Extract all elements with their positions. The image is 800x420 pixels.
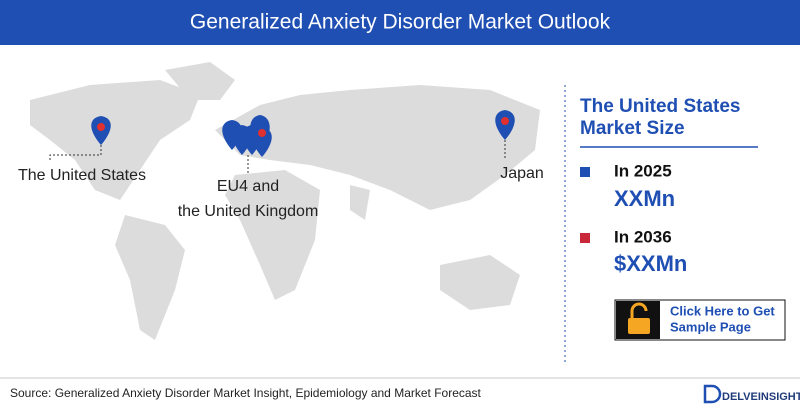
- label-japan: Japan: [500, 165, 544, 182]
- button-text[interactable]: Sample Page: [670, 319, 751, 334]
- item-value: XXMn: [614, 186, 675, 211]
- pins: [91, 110, 515, 157]
- leader-lines: [49, 140, 506, 175]
- item-value: $XXMn: [614, 251, 687, 276]
- bullet: [580, 233, 590, 243]
- header-title: Generalized Anxiety Disorder Market Outl…: [190, 11, 611, 34]
- label-us: The United States: [18, 167, 146, 184]
- pin-eu: [252, 127, 272, 157]
- lock-icon: [628, 318, 650, 334]
- item-year: In 2025: [614, 161, 672, 180]
- pin-dot: [258, 129, 266, 137]
- panel-title: Market Size: [580, 118, 685, 139]
- sample-button[interactable]: Click Here to Get Sample Page: [614, 299, 786, 341]
- button-text[interactable]: Click Here to Get: [670, 303, 775, 318]
- pin-dot: [97, 123, 105, 131]
- pin-dot: [501, 117, 509, 125]
- logo-mark: [703, 384, 722, 404]
- header-bar: [0, 0, 800, 45]
- footer-logo: DELVEINSIGHT: [722, 391, 800, 403]
- item-year: In 2036: [614, 227, 672, 246]
- panel-title: The United States: [580, 96, 740, 117]
- label-eu: the United Kingdom: [178, 203, 319, 220]
- bullet: [580, 167, 590, 177]
- label-eu: EU4 and: [217, 178, 279, 195]
- world-map: [30, 62, 540, 340]
- footer-source: Source: Generalized Anxiety Disorder Mar…: [10, 386, 482, 400]
- lock-shackle: [630, 302, 648, 318]
